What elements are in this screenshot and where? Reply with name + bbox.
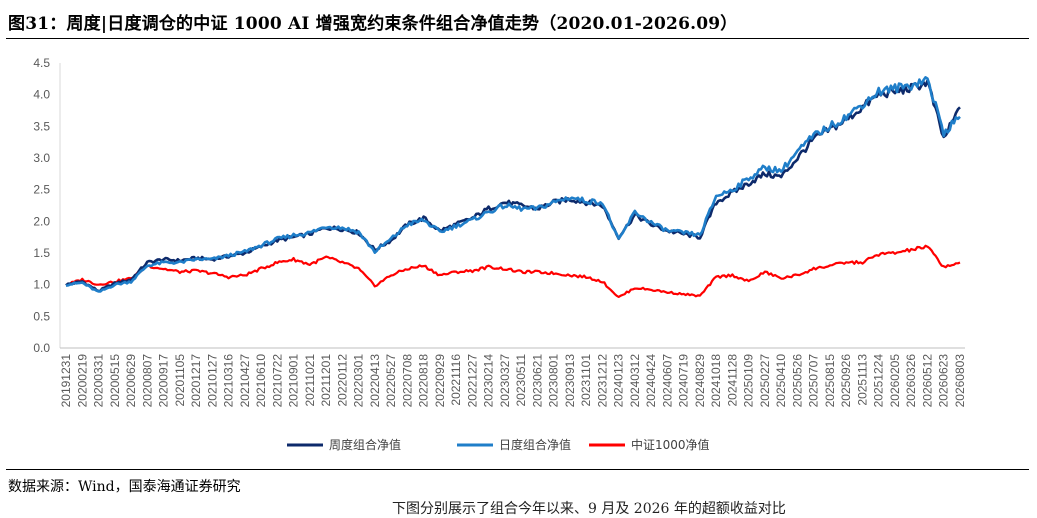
x-tick-label: 20260623 [937,354,951,408]
x-tick-labels: 20191231 20200219 20200331 20200515 20200629… [59,354,967,408]
x-tick-label: 20211201 [319,354,333,407]
y-tick-label: 2.5 [33,183,50,197]
x-tick-label: 20201217 [189,354,203,408]
x-tick-label: 20200917 [157,354,171,408]
x-tick-label: 20231212 [595,354,609,408]
x-tick-label: 20210610 [254,354,268,408]
source-note: 数据来源：Wind，国泰海通证券研究 [8,479,241,495]
x-tick-label: 20240607 [660,354,674,408]
x-tick-label: 20220929 [433,354,447,408]
x-tick-label: 20240424 [644,354,658,408]
x-tick-label: 20210901 [287,354,301,408]
x-tick-label: 20211021 [303,354,317,407]
legend-label: 周度组合净值 [329,437,401,452]
x-tick-label: 20250926 [839,354,853,408]
series-lines [65,76,961,298]
x-tick-label: 20230913 [563,354,577,408]
x-tick-label: 20230801 [547,354,561,408]
x-tick-label: 20210427 [238,354,252,408]
y-tick-label: 3.0 [33,151,50,165]
x-tick-label: 20240719 [677,354,691,408]
x-tick-label: 20220527 [384,354,398,408]
x-tick-label: 20220413 [368,354,382,408]
chart-legend: 周度组合净值 日度组合净值 中证1000净值 [287,437,710,452]
footer-cut-text: 下图分别展示了组合今年以来、9 月及 2026 年的超额收益对比 [392,501,786,517]
source-rule [6,469,1029,470]
x-tick-label: 20200331 [92,354,106,408]
title-rule [6,38,1029,39]
y-tick-label: 0.0 [33,341,50,355]
y-tick-label: 2.0 [33,214,50,228]
x-tick-label: 20220112 [335,354,349,407]
y-tick-labels: 0.0 0.5 1.0 1.5 2.0 2.5 3.0 3.5 4.0 4.5 [33,56,50,355]
x-tick-label: 20230511 [514,354,528,407]
series-line-3 [65,244,961,298]
x-tick-label: 20200219 [75,354,89,408]
x-tick-label: 20241018 [709,354,723,408]
x-tick-label: 20240312 [628,354,642,408]
x-tick-label: 20210127 [205,354,219,408]
x-tick-label: 20250109 [742,354,756,408]
x-tick-label: 20221116 [449,354,463,406]
x-tick-label: 20240829 [693,354,707,408]
x-tick-label: 20260205 [888,354,902,408]
x-tick-label: 20210316 [222,354,236,408]
x-tick-label: 20220818 [417,354,431,408]
x-tick-label: 20250707 [807,354,821,408]
x-tick-label: 20231101 [579,354,593,407]
x-tick-label: 20230621 [530,354,544,408]
x-tick-label: 20260512 [920,354,934,408]
y-tick-label: 4.5 [33,56,50,70]
series-line-2 [65,76,961,293]
figure-title: 图31：周度|日度调仓的中证 1000 AI 增强宽约束条件组合净值走势（202… [8,14,738,34]
x-tick-label: 20201105 [173,354,187,407]
x-tick-label: 20250410 [774,354,788,408]
x-tick-label: 20240123 [612,354,626,408]
y-tick-label: 1.0 [33,278,50,292]
x-tick-label: 20221227 [465,354,479,408]
x-tick-label: 20191231 [59,354,73,408]
y-tick-label: 4.0 [33,88,50,102]
x-tick-label: 20250227 [758,354,772,408]
x-tick-label: 20220708 [400,354,414,408]
x-tick-label: 20220301 [352,354,366,408]
x-tick-label: 20251113 [855,354,869,406]
x-tick-label: 20200807 [140,354,154,408]
x-tick-label: 20250526 [790,354,804,408]
x-tick-label: 20230214 [482,354,496,408]
legend-label: 日度组合净值 [499,437,571,452]
x-tick-label: 20250815 [823,354,837,408]
x-tick-label: 20260326 [904,354,918,408]
x-tick-label: 20251224 [872,354,886,408]
x-tick-label: 20200629 [124,354,138,408]
x-tick-label: 20241128 [725,354,739,407]
y-tick-label: 3.5 [33,119,50,133]
x-tick-label: 20200515 [108,354,122,408]
x-tick-label: 20260803 [953,354,967,408]
y-tick-label: 1.5 [33,246,50,260]
legend-label: 中证1000净值 [631,437,710,452]
line-chart: 0.00.51.01.52.02.53.03.54.04.5 20191231 2… [33,56,967,452]
y-tick-label: 0.5 [33,309,50,323]
x-tick-label: 20230327 [498,354,512,408]
x-tick-label: 20210722 [270,354,284,408]
